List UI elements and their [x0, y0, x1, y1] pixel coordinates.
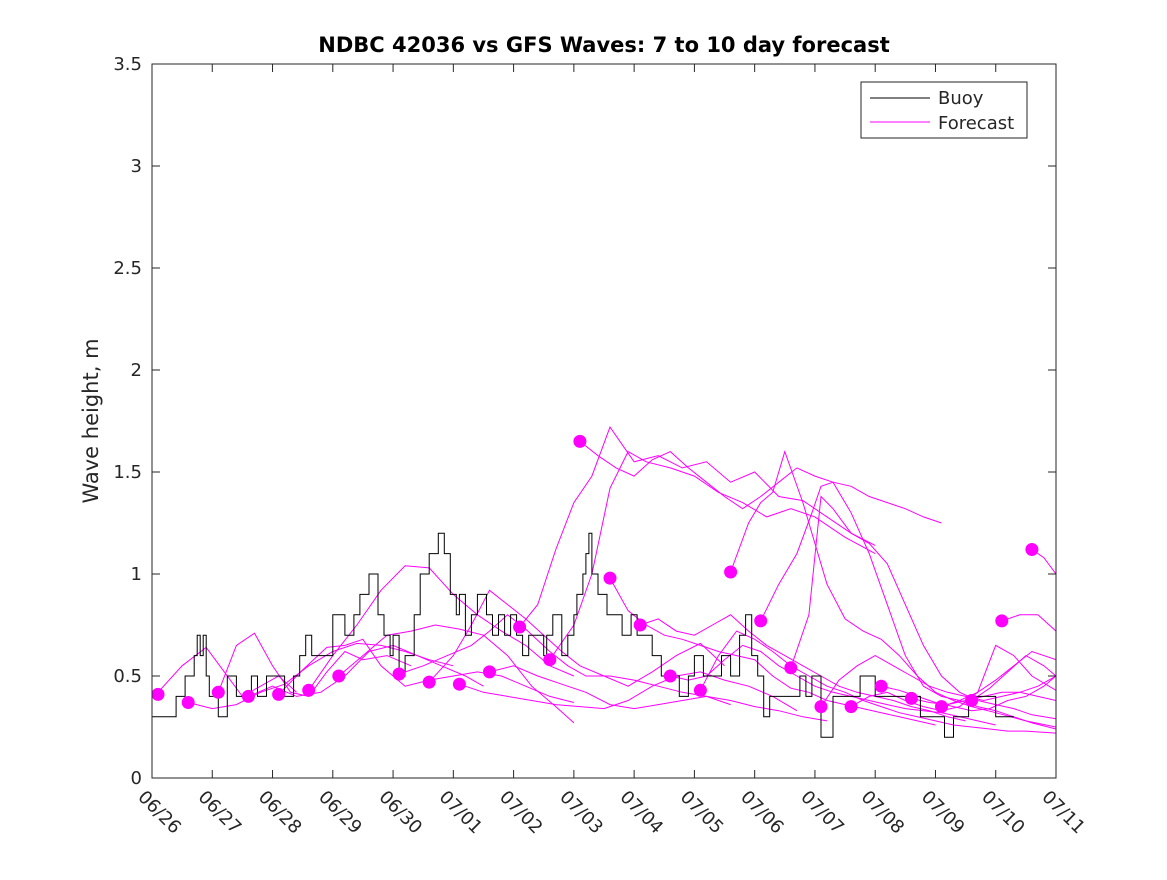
forecast-line-25 [911, 691, 1056, 706]
y-tick-label: 2.5 [113, 258, 142, 279]
forecast-marker [302, 683, 316, 697]
forecast-marker [724, 565, 738, 579]
forecast-marker [181, 696, 195, 709]
forecast-line-19 [730, 449, 1056, 728]
forecast-line-4 [248, 644, 484, 697]
forecast-line-26 [941, 650, 1056, 708]
forecast-marker [1025, 543, 1039, 556]
forecast-marker [693, 683, 707, 697]
forecast-line-28 [1001, 614, 1056, 632]
y-tick-label: 0.5 [113, 666, 142, 687]
forecast-marker [814, 700, 828, 714]
forecast-line-10 [459, 671, 798, 712]
forecast-marker [513, 620, 527, 634]
x-tick-label: 06/30 [375, 787, 427, 839]
x-tick-label: 07/08 [857, 787, 909, 839]
forecast-marker [392, 667, 406, 681]
chart-title: NDBC 42036 vs GFS Waves: 7 to 10 day for… [318, 33, 889, 57]
forecast-marker [965, 694, 979, 707]
forecast-line-21 [790, 495, 1056, 720]
x-tick-label: 07/01 [435, 787, 487, 839]
forecast-line-27 [971, 654, 1056, 701]
x-tick-label: 07/09 [917, 787, 969, 839]
forecast-marker [452, 677, 466, 691]
forecast-marker [151, 687, 165, 701]
forecast-marker [543, 653, 557, 667]
plot-area: 0 0.5 1 1.5 2 2.5 3 3.5 06/26 06/27 06/28 06/29 06/3… [113, 54, 1089, 838]
forecast-line-15 [609, 577, 936, 726]
legend-box [860, 81, 1028, 139]
x-tick-label: 07/05 [676, 787, 728, 839]
forecast-marker [935, 700, 948, 714]
forecast-line-11 [489, 665, 828, 722]
axes-box [151, 63, 1057, 779]
forecast-line-6 [308, 565, 575, 691]
forecast-line-2 [188, 642, 454, 710]
forecast-line-3 [217, 632, 412, 697]
x-tick-label: 07/11 [1037, 787, 1089, 839]
legend: Buoy Forecast [860, 81, 1028, 139]
forecast-line-13 [549, 450, 876, 660]
x-tick-label: 07/03 [555, 787, 607, 839]
y-tick-label: 0 [131, 768, 142, 789]
forecast-marker [844, 700, 858, 714]
forecast-line-8 [398, 614, 731, 706]
x-tick-label: 06/28 [254, 787, 306, 839]
forecast-line-20 [760, 481, 1056, 730]
forecast-line-12 [519, 426, 876, 628]
y-tick-label: 1 [131, 564, 142, 585]
forecast-marker [332, 669, 346, 683]
forecast-marker [422, 675, 436, 689]
x-tick-label: 07/10 [977, 787, 1029, 839]
forecast-marker [272, 687, 286, 701]
x-tick-label: 07/02 [495, 787, 547, 839]
forecast-line-16 [640, 614, 966, 722]
forecast-marker [754, 614, 768, 628]
x-tick-label: 07/06 [736, 787, 788, 839]
x-tick-label: 06/29 [314, 787, 366, 839]
forecast-line-1 [157, 646, 297, 698]
forecast-line-5 [278, 638, 575, 703]
x-tick-label: 07/04 [616, 787, 668, 839]
y-tick-label: 2 [131, 360, 142, 381]
forecast-marker [663, 669, 677, 683]
legend-forecast-label: Forecast [938, 113, 1014, 134]
x-tick-label: 06/26 [133, 787, 185, 839]
buoy-line [152, 532, 1014, 738]
forecast-line-14 [579, 441, 942, 524]
forecast-marker [904, 691, 918, 705]
forecast-line-22 [820, 655, 1056, 707]
x-tick-label: 07/07 [796, 787, 848, 839]
forecast-line-18 [699, 630, 1056, 734]
y-tick-label: 3 [131, 156, 142, 177]
forecast-marker [784, 661, 798, 675]
forecast-markers [151, 434, 1039, 714]
forecast-marker [483, 665, 496, 679]
y-tick-label: 3.5 [113, 54, 142, 75]
forecast-line-23 [850, 644, 1056, 712]
legend-buoy-label: Buoy [938, 88, 984, 109]
forecast-marker [241, 689, 255, 703]
forecast-marker [211, 685, 225, 699]
forecast-marker [874, 679, 888, 693]
y-tick-label: 1.5 [113, 462, 142, 483]
forecast-marker [573, 434, 587, 448]
forecast-marker [995, 614, 1009, 628]
x-tick-label: 06/27 [194, 787, 246, 839]
forecast-marker [633, 618, 647, 632]
forecast-marker [603, 571, 617, 585]
y-axis-label: Wave height, m [79, 338, 103, 503]
forecast-line-7 [338, 624, 575, 724]
